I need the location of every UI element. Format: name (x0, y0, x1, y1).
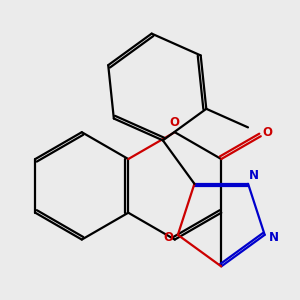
Text: O: O (263, 126, 273, 139)
Text: O: O (164, 231, 174, 244)
Text: N: N (249, 169, 259, 182)
Text: O: O (170, 116, 180, 129)
Text: N: N (269, 231, 279, 244)
